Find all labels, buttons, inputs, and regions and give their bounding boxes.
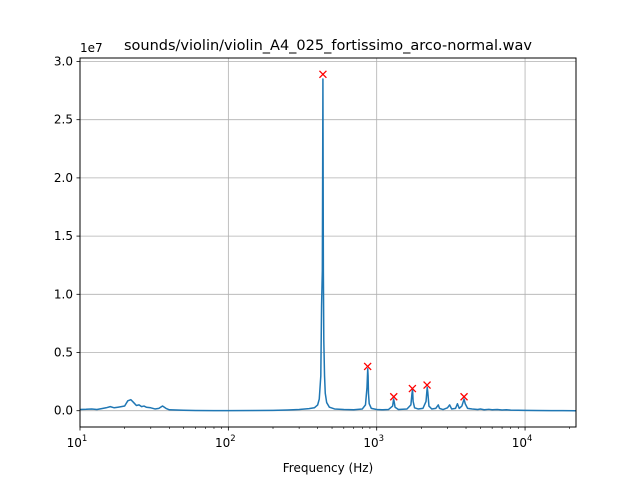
peak-markers [318, 70, 469, 401]
plot-frame [79, 57, 577, 428]
y-axis-ticks: 0.0 0.5 1.0 1.5 2.0 2.5 3.0 [54, 54, 80, 418]
x-tick-label: 104 [512, 434, 533, 450]
peak-marker [363, 362, 372, 371]
peak-marker [423, 381, 432, 390]
plot-area [80, 58, 576, 427]
y-tick-label: 2.5 [54, 113, 73, 127]
y-tick-label: 3.0 [54, 54, 73, 68]
y-tick-label: 0.5 [54, 346, 73, 360]
peak-marker [389, 392, 398, 401]
peak-marker [318, 70, 327, 79]
series-layer [79, 78, 577, 412]
peak-marker [408, 384, 417, 393]
x-axis-label: Frequency (Hz) [283, 461, 374, 475]
y-tick-label: 1.0 [54, 287, 73, 301]
y-offset-label: 1e7 [80, 41, 103, 55]
peak-marker [460, 392, 469, 401]
y-tick-label: 2.0 [54, 171, 73, 185]
y-tick-label: 1.5 [54, 229, 73, 243]
x-axis-ticks: 101 102 103 104 [67, 427, 571, 450]
x-tick-label: 101 [67, 434, 88, 450]
y-tick-label: 0.0 [54, 404, 73, 418]
chart-title: sounds/violin/violin_A4_025_fortissimo_a… [124, 38, 532, 54]
grid-lines [79, 58, 576, 427]
x-tick-label: 103 [363, 434, 384, 450]
x-tick-label: 102 [215, 434, 236, 450]
spectrum-line [79, 78, 577, 412]
